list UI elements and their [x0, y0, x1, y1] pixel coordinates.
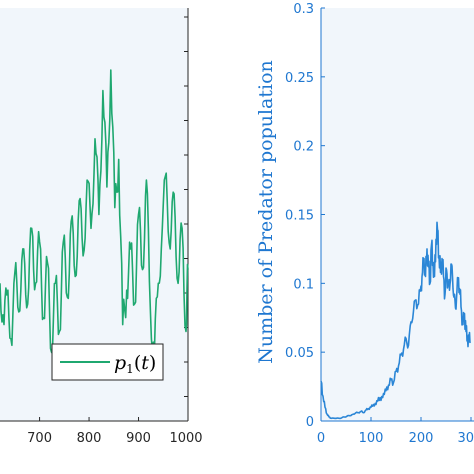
right-x-tick-label: 30: [457, 431, 474, 446]
left-x-tick-label: 900: [126, 431, 151, 446]
left-panel: 700 800 900 1000 p1(t): [0, 8, 203, 446]
left-x-ticks: 700 800 900 1000: [27, 417, 203, 446]
right-y-tick-label: 0.15: [285, 209, 314, 224]
left-x-tick-label: 1000: [169, 431, 202, 446]
right-y-tick-label: 0.05: [285, 346, 314, 361]
left-x-tick-label: 700: [27, 431, 52, 446]
right-x-tick-label: 0: [317, 431, 325, 446]
left-x-tick-label: 800: [77, 431, 102, 446]
right-x-ticks: 0 100 200 30: [317, 417, 474, 446]
right-series-line: [320, 221, 471, 420]
right-x-tick-label: 100: [359, 431, 384, 446]
right-panel: 0 0.05 0.1 0.15 0.2 0.25 0.3 0 100 200 30 Number …: [255, 2, 474, 446]
legend-label: p1(t): [114, 352, 156, 376]
left-legend: p1(t): [51, 343, 164, 381]
right-y-tick-label: 0.3: [293, 2, 314, 17]
right-y-tick-label: 0.25: [285, 71, 314, 86]
left-series-line: [0, 69, 189, 355]
right-plot-area: [321, 8, 474, 421]
right-y-tick-label: 0.1: [293, 277, 314, 292]
right-y-axis-title: Number of Predator population: [255, 60, 277, 364]
right-x-tick-label: 200: [409, 431, 434, 446]
right-y-ticks: 0 0.05 0.1 0.15 0.2 0.25 0.3: [285, 2, 325, 430]
right-y-tick-label: 0.2: [293, 140, 314, 155]
right-y-tick-label: 0: [306, 415, 314, 430]
